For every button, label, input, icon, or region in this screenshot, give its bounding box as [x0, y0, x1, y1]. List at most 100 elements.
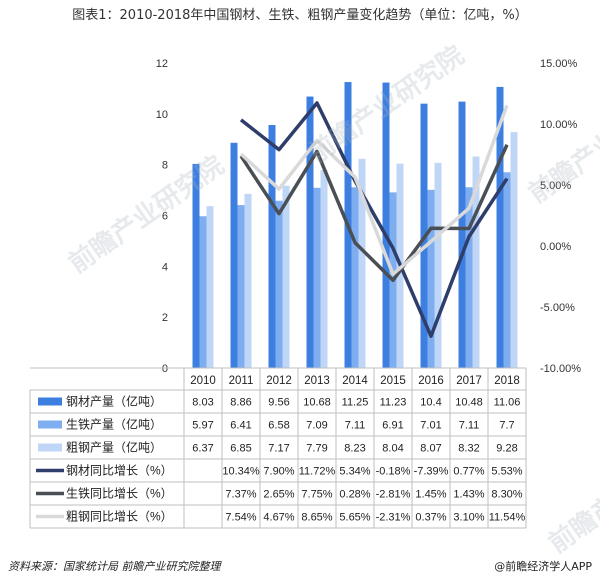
bar: [351, 187, 359, 368]
data-label: 11.23: [380, 397, 407, 409]
y-left-tick-label: 2: [162, 312, 168, 324]
data-label: 6.37: [192, 443, 213, 455]
data-label: 7.37%: [225, 489, 256, 501]
data-label: 10.34%: [222, 466, 260, 478]
data-label: -0.18%: [376, 466, 411, 478]
data-label: 1.45%: [415, 489, 446, 501]
data-label: 6.91: [382, 420, 403, 432]
y-right-tick-label: 0.00%: [540, 241, 571, 253]
x-tick-label: 2011: [229, 375, 254, 387]
data-label: 5.34%: [339, 466, 370, 478]
y-right-tick-label: 5.00%: [540, 180, 571, 192]
data-label: -7.39%: [414, 466, 449, 478]
bar: [465, 187, 473, 368]
data-label: 5.65%: [339, 512, 370, 524]
data-label: 9.56: [268, 397, 289, 409]
data-label: 5.97: [192, 420, 213, 432]
legend-label: 钢材产量（亿吨）: [66, 394, 162, 409]
y-left-tick-label: 6: [162, 211, 168, 223]
data-label: 8.32: [458, 443, 479, 455]
legend-swatch: [38, 397, 62, 406]
data-label: 7.09: [306, 420, 327, 432]
data-label: 6.58: [268, 420, 289, 432]
legend-label: 钢材同比增长（%）: [66, 464, 173, 478]
data-label: -2.31%: [376, 512, 411, 524]
x-tick-label: 2012: [266, 375, 292, 387]
series-line: [239, 144, 509, 283]
y-right-tick-label: 15.00%: [540, 58, 578, 70]
x-tick-label: 2014: [342, 375, 368, 387]
data-label: 0.28%: [339, 489, 370, 501]
data-label: 7.75%: [301, 489, 332, 501]
x-tick-label: 2016: [418, 375, 444, 387]
data-label: 11.25: [342, 397, 369, 409]
y-left-tick-label: 10: [156, 109, 168, 121]
bar: [320, 170, 328, 368]
data-label: 11.72%: [299, 466, 336, 478]
bar: [237, 205, 245, 368]
data-label: -2.81%: [376, 489, 411, 501]
data-label: 11.06: [494, 397, 521, 409]
data-label: 6.41: [230, 420, 251, 432]
data-label: 8.07: [420, 443, 441, 455]
data-label: 11.54%: [489, 512, 526, 524]
y-right-tick-label: 10.00%: [540, 119, 578, 131]
y-left-tick-label: 4: [162, 261, 168, 273]
data-label: 0.77%: [453, 466, 484, 478]
bar: [472, 156, 480, 368]
data-label: 10.68: [303, 397, 331, 409]
bar: [206, 206, 214, 368]
x-tick-label: 2018: [494, 375, 520, 387]
data-label: 8.23: [344, 443, 365, 455]
data-label: 10.48: [455, 397, 483, 409]
x-tick-label: 2015: [380, 375, 406, 387]
data-label: 0.37%: [415, 512, 446, 524]
bar: [496, 86, 504, 369]
bar: [230, 142, 238, 368]
data-label: 8.65%: [301, 512, 332, 524]
data-label: 5.53%: [491, 466, 522, 478]
bar: [503, 172, 511, 368]
data-label: 7.17: [268, 443, 289, 455]
data-label: 7.01: [420, 420, 441, 432]
bar: [458, 101, 466, 368]
data-label: 8.03: [192, 397, 213, 409]
data-label: 7.79: [306, 443, 327, 455]
bar: [275, 200, 283, 368]
bar: [282, 185, 290, 368]
x-tick-label: 2010: [190, 375, 216, 387]
y-left-tick-label: 8: [162, 160, 168, 172]
data-label: 7.90%: [263, 466, 294, 478]
legend-swatch: [38, 420, 62, 429]
legend-label: 粗钢产量（亿吨）: [66, 440, 162, 455]
data-label: 10.4: [420, 397, 441, 409]
data-label: 7.11: [345, 420, 366, 432]
legend-label: 粗钢同比增长（%）: [66, 510, 173, 524]
source-note: 资料来源：国家统计局 前瞻产业研究院整理: [8, 560, 221, 573]
data-label: 1.43%: [453, 489, 484, 501]
data-label: 2.65%: [263, 489, 294, 501]
bar: [268, 125, 276, 369]
bar: [313, 187, 321, 368]
bar: [199, 216, 207, 368]
data-label: 4.67%: [263, 512, 294, 524]
data-label: 8.04: [382, 443, 403, 455]
data-label: 7.7: [499, 420, 514, 432]
data-label: 7.54%: [225, 512, 256, 524]
chart-title: 图表1：2010-2018年中国钢材、生铁、粗钢产量变化趋势（单位：亿吨，%）: [72, 8, 528, 23]
x-tick-label: 2017: [456, 375, 482, 387]
bar: [510, 132, 518, 368]
data-label: 6.85: [230, 443, 251, 455]
x-tick-label: 2013: [304, 375, 330, 387]
bar: [192, 163, 200, 368]
data-label: 7.11: [459, 420, 480, 432]
data-label: 9.28: [496, 443, 517, 455]
y-right-tick-label: -5.00%: [540, 302, 575, 314]
series-line: [239, 104, 509, 276]
legend-label: 生铁同比增长（%）: [66, 487, 173, 501]
y-right-tick-label: -10.00%: [540, 363, 581, 375]
bar: [244, 193, 252, 368]
bar: [358, 158, 366, 368]
bar: [427, 189, 435, 368]
